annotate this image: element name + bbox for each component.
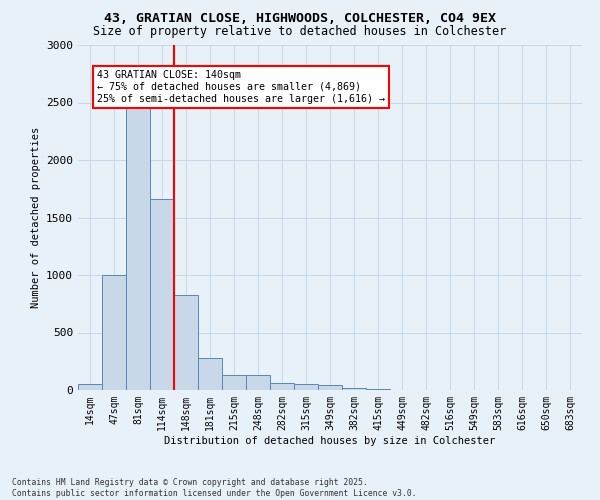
Bar xyxy=(222,375,246,390)
Bar xyxy=(78,384,102,390)
Bar xyxy=(174,294,198,390)
Bar xyxy=(294,384,318,390)
Bar xyxy=(150,199,174,390)
Text: Contains HM Land Registry data © Crown copyright and database right 2025.
Contai: Contains HM Land Registry data © Crown c… xyxy=(12,478,416,498)
X-axis label: Distribution of detached houses by size in Colchester: Distribution of detached houses by size … xyxy=(164,436,496,446)
Bar xyxy=(198,358,222,390)
Y-axis label: Number of detached properties: Number of detached properties xyxy=(31,127,41,308)
Text: 43 GRATIAN CLOSE: 140sqm
← 75% of detached houses are smaller (4,869)
25% of sem: 43 GRATIAN CLOSE: 140sqm ← 75% of detach… xyxy=(97,70,385,104)
Text: Size of property relative to detached houses in Colchester: Size of property relative to detached ho… xyxy=(94,25,506,38)
Bar xyxy=(246,375,270,390)
Bar xyxy=(102,275,126,390)
Bar xyxy=(318,385,342,390)
Bar xyxy=(342,388,366,390)
Text: 43, GRATIAN CLOSE, HIGHWOODS, COLCHESTER, CO4 9EX: 43, GRATIAN CLOSE, HIGHWOODS, COLCHESTER… xyxy=(104,12,496,26)
Bar xyxy=(270,383,294,390)
Bar xyxy=(126,105,150,390)
